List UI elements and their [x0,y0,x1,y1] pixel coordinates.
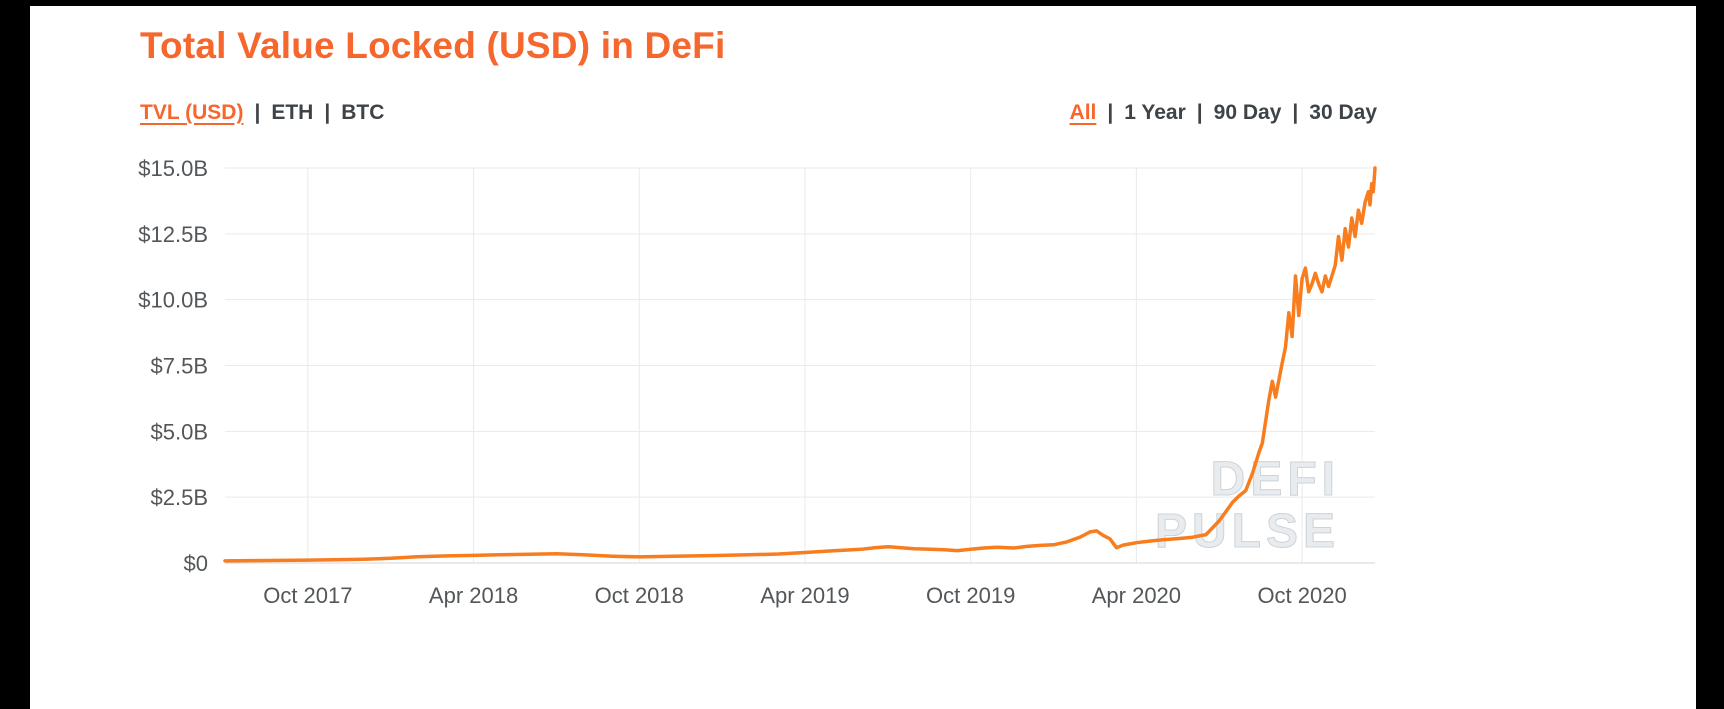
x-axis-tick-label: Oct 2020 [1257,583,1346,608]
tvl-line-series [223,165,1377,563]
range-option-all[interactable]: All [1069,100,1097,124]
separator: | [324,100,331,124]
y-axis-tick-label: $2.5B [151,485,209,510]
x-axis-tick-label: Oct 2018 [595,583,684,608]
y-axis-tick-label: $12.5B [138,222,208,247]
y-axis-tick-label: $5.0B [151,419,209,444]
y-axis-tick-label: $7.5B [151,353,209,378]
range-toggle: All | 1 Year | 90 Day | 30 Day [1070,101,1377,125]
separator: | [1196,100,1203,124]
content-area: Total Value Locked (USD) in DeFi TVL (US… [30,6,1696,618]
x-axis-tick-label: Apr 2018 [429,583,518,608]
series-option-tvl-usd[interactable]: TVL (USD) [140,100,244,124]
series-option-eth[interactable]: ETH [271,100,314,124]
defi-pulse-watermark: DEFI [1211,453,1340,506]
range-option-90-day[interactable]: 90 Day [1213,100,1282,124]
tvl-chart[interactable]: Oct 2017 Apr 2018 Oct 2018 Apr 2019 Oct 2019… [128,143,1398,618]
separator: | [1107,100,1114,124]
page-title: Total Value Locked (USD) in DeFi [140,25,726,66]
y-axis-tick-label: $15.0B [138,156,208,181]
separator: | [254,100,261,124]
range-option-30-day[interactable]: 30 Day [1309,100,1377,124]
chart-controls: TVL (USD) | ETH | BTC All | 1 Year | 90 … [140,101,1377,125]
x-axis-tick-label: Apr 2020 [1092,583,1181,608]
separator: | [1292,100,1299,124]
x-axis-tick-label: Apr 2019 [760,583,849,608]
x-axis-tick-label: Oct 2019 [926,583,1015,608]
y-axis-tick-label: $0 [184,551,208,576]
defi-pulse-watermark: PULSE [1155,505,1340,558]
defipulse-chart-page: Total Value Locked (USD) in DeFi TVL (US… [30,6,1696,709]
series-toggle: TVL (USD) | ETH | BTC [140,101,384,125]
x-axis-tick-label: Oct 2017 [263,583,352,608]
range-option-1-year[interactable]: 1 Year [1124,100,1186,124]
y-axis-tick-label: $10.0B [138,287,208,312]
series-option-btc[interactable]: BTC [341,100,385,124]
